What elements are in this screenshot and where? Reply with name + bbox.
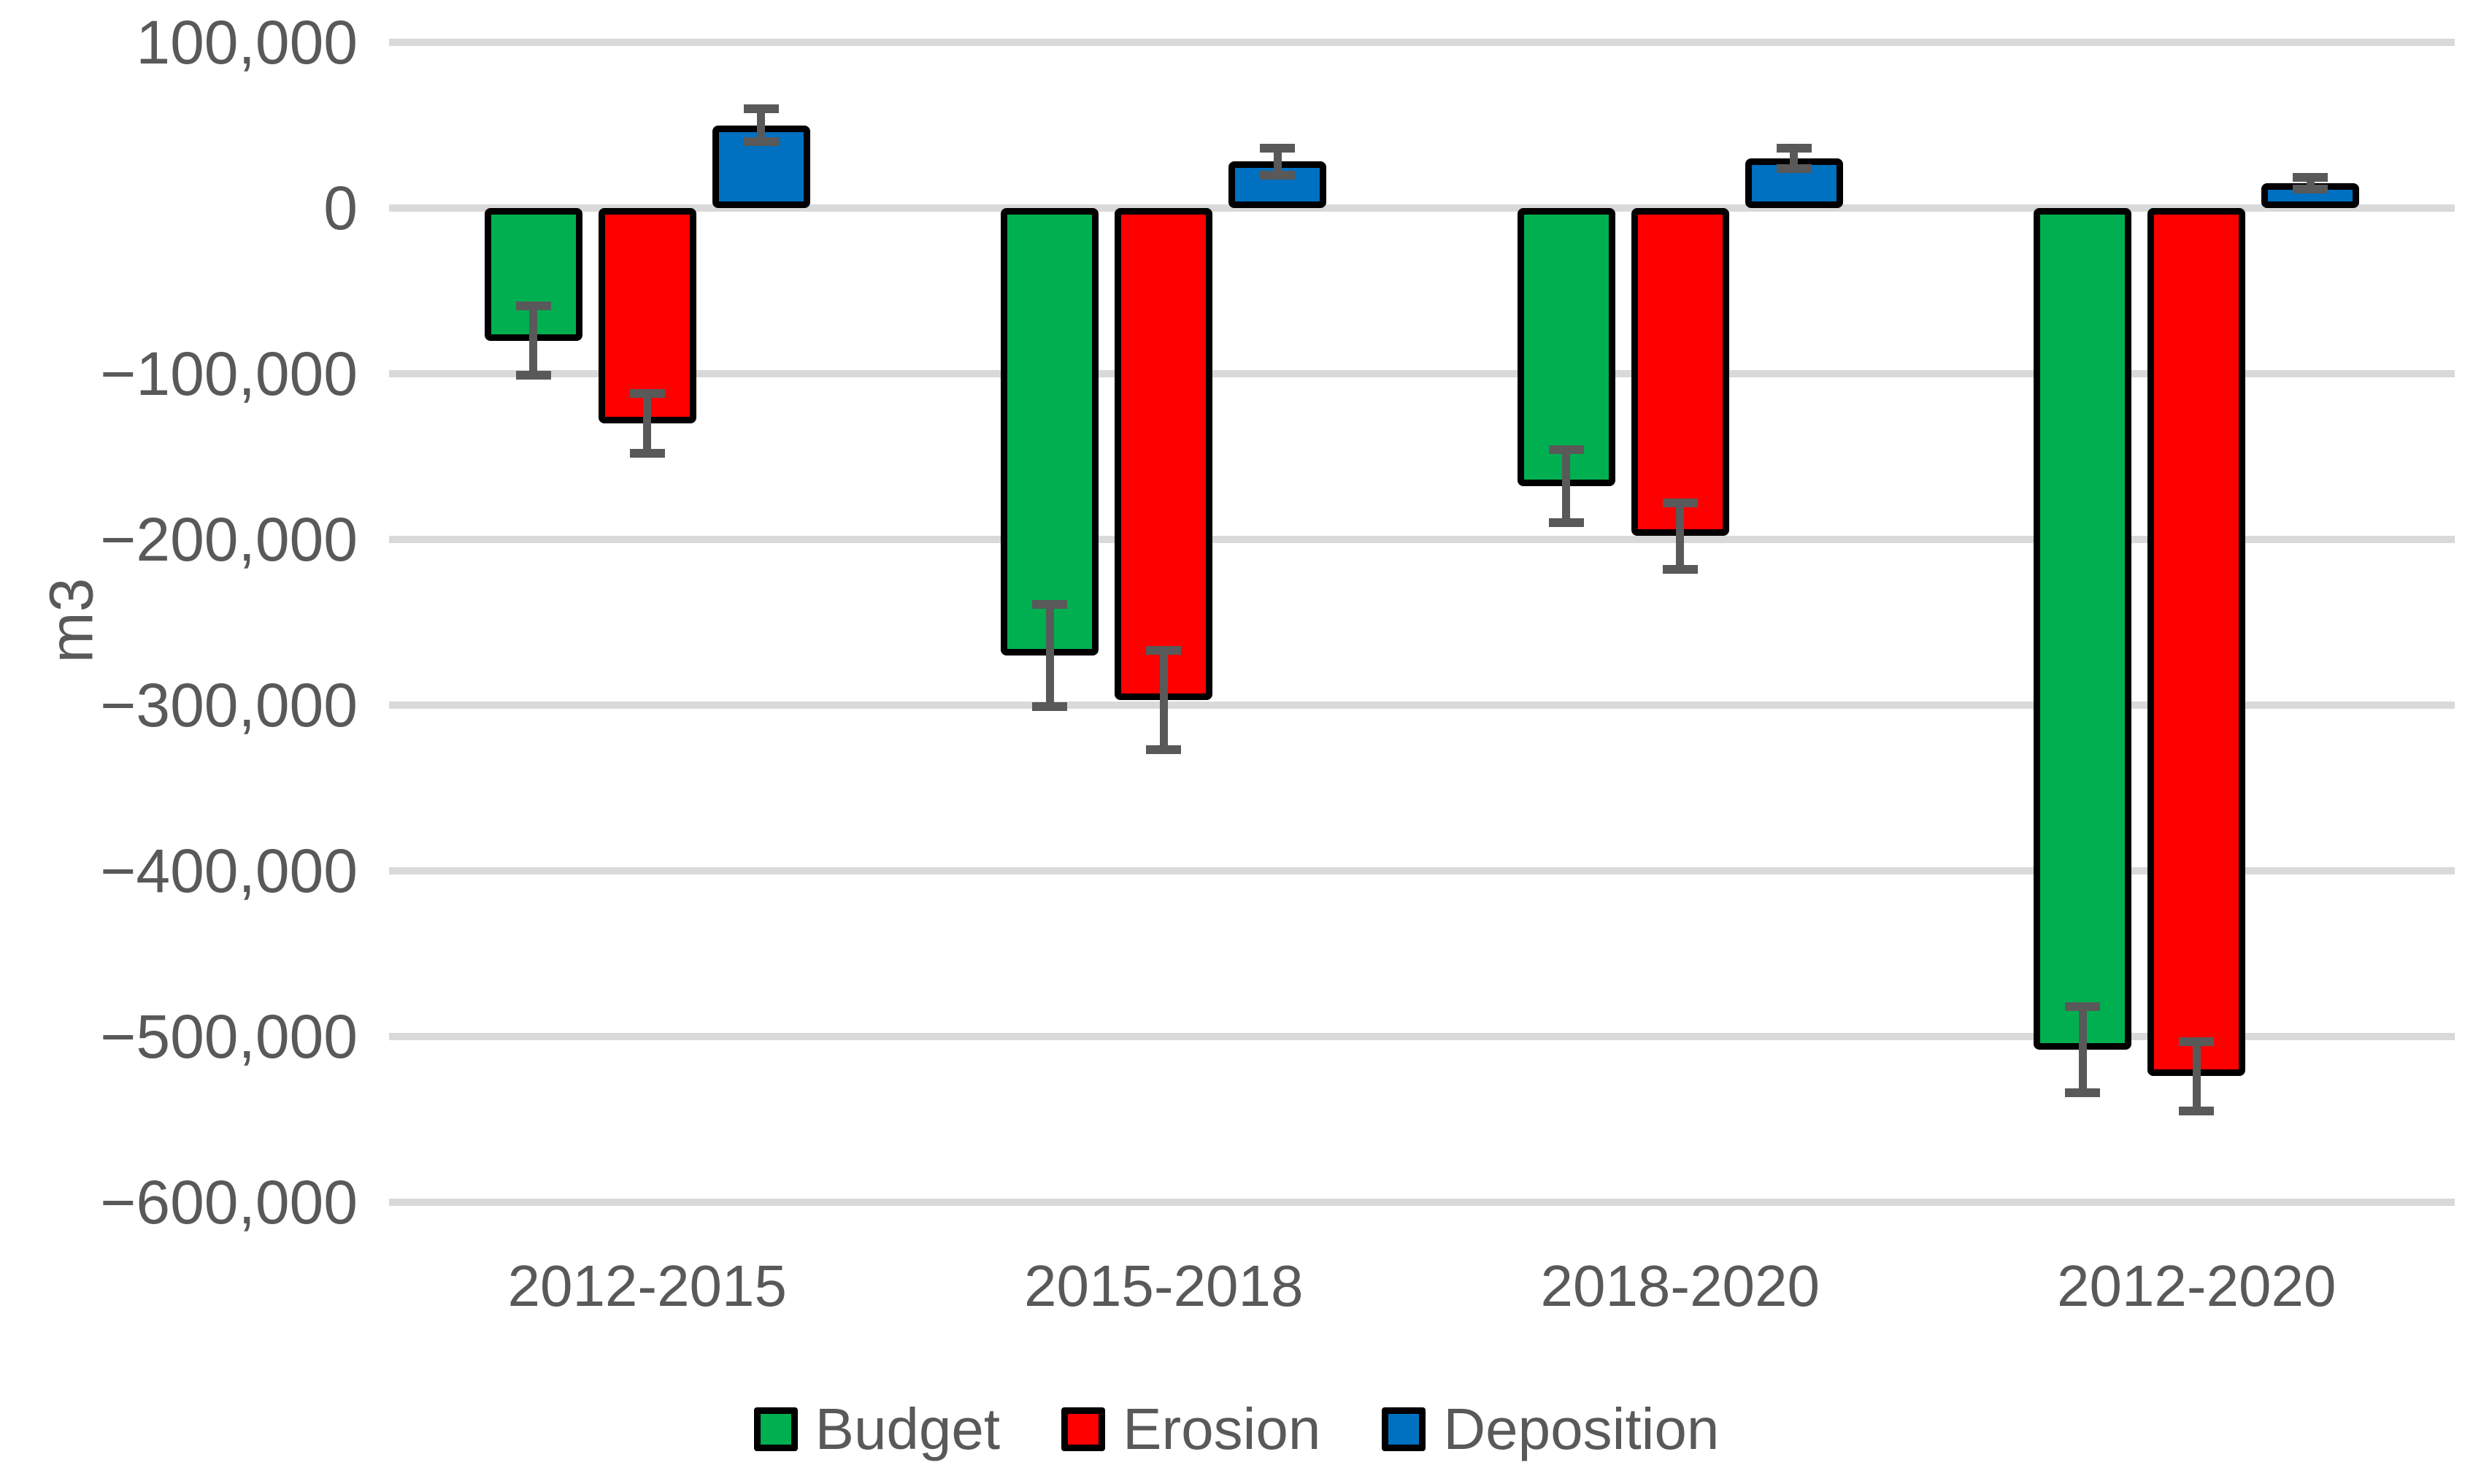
y-tick-label: −200,000 (100, 505, 358, 574)
x-axis-label-2012-2015: 2012-2015 (507, 1253, 788, 1318)
error-bar-cap-top (629, 389, 665, 399)
y-tick-label: −500,000 (100, 1002, 358, 1071)
legend-item-erosion: Erosion (1061, 1400, 1320, 1458)
bar-budget-2015-2018 (1001, 208, 1099, 656)
y-tick-label: 100,000 (136, 8, 358, 77)
error-bar-cap-top (1146, 646, 1182, 656)
gridline (389, 370, 2455, 377)
error-bar-line (643, 393, 652, 453)
error-bar-cap-bottom (1548, 518, 1584, 528)
bar-erosion-2012-2020 (2147, 208, 2246, 1077)
legend-label-deposition: Deposition (1443, 1396, 1720, 1461)
error-bar-line (1790, 148, 1799, 169)
error-bar-cap-bottom (2293, 184, 2328, 193)
x-axis-label-2012-2020: 2012-2020 (2056, 1253, 2337, 1318)
error-bar-line (1045, 604, 1054, 707)
error-bar-line (2306, 177, 2315, 189)
error-bar-line (1562, 450, 1571, 523)
error-bar-cap-bottom (1032, 702, 1068, 712)
bar-erosion-2012-2015 (598, 208, 696, 424)
legend-swatch-erosion (1061, 1407, 1106, 1451)
error-bar-line (2078, 1007, 2087, 1093)
legend-label-erosion: Erosion (1123, 1396, 1321, 1461)
error-bar-line (529, 305, 538, 376)
x-axis-label-2018-2020: 2018-2020 (1540, 1253, 1820, 1318)
error-bar-cap-bottom (1776, 164, 1812, 173)
gridline (389, 867, 2455, 874)
error-bar-cap-bottom (1260, 170, 1296, 180)
error-bar-cap-top (1662, 499, 1698, 508)
legend-label-budget: Budget (815, 1396, 1001, 1461)
error-bar-cap-top (1260, 144, 1296, 153)
error-bar-cap-top (1776, 144, 1812, 153)
error-bar-cap-bottom (1146, 745, 1182, 755)
y-tick-label: 0 (323, 174, 358, 242)
legend-item-deposition: Deposition (1382, 1400, 1719, 1458)
error-bar-cap-top (1548, 445, 1584, 455)
legend: Budget Erosion Deposition (0, 1400, 2473, 1458)
error-bar-cap-top (2179, 1037, 2215, 1046)
legend-item-budget: Budget (753, 1396, 1001, 1461)
gridline (389, 39, 2455, 46)
bar-erosion-2018-2020 (1631, 208, 1729, 537)
gridline (389, 1199, 2455, 1206)
gridline (389, 701, 2455, 709)
bar-budget-2018-2020 (1517, 208, 1615, 487)
error-bar-line (1676, 503, 1685, 569)
error-bar-cap-bottom (743, 137, 779, 147)
error-bar-line (2192, 1041, 2201, 1112)
error-bar-cap-top (1032, 599, 1068, 609)
legend-swatch-deposition (1382, 1407, 1426, 1451)
error-bar-cap-top (2065, 1002, 2101, 1012)
error-bar-cap-top (743, 104, 779, 113)
error-bar-cap-bottom (629, 448, 665, 458)
bar-budget-2012-2020 (2034, 208, 2132, 1050)
error-bar-cap-top (515, 301, 551, 310)
y-tick-label: −600,000 (100, 1168, 358, 1237)
error-bar-cap-top (2293, 173, 2328, 182)
y-tick-label: −100,000 (100, 339, 358, 408)
error-bar-line (1159, 650, 1168, 750)
error-bar-cap-bottom (1662, 564, 1698, 574)
legend-swatch-budget (753, 1407, 798, 1451)
gridline (389, 536, 2455, 543)
x-axis-label-2015-2018: 2015-2018 (1023, 1253, 1304, 1318)
error-bar-cap-bottom (2065, 1088, 2101, 1098)
gridline (389, 204, 2455, 212)
y-tick-label: −400,000 (100, 837, 358, 905)
gridline (389, 1033, 2455, 1040)
error-bar-cap-bottom (2179, 1107, 2215, 1116)
y-tick-label: −300,000 (100, 671, 358, 739)
error-bar-cap-bottom (515, 371, 551, 380)
error-bar-line (757, 108, 766, 142)
error-bar-line (1273, 148, 1282, 175)
